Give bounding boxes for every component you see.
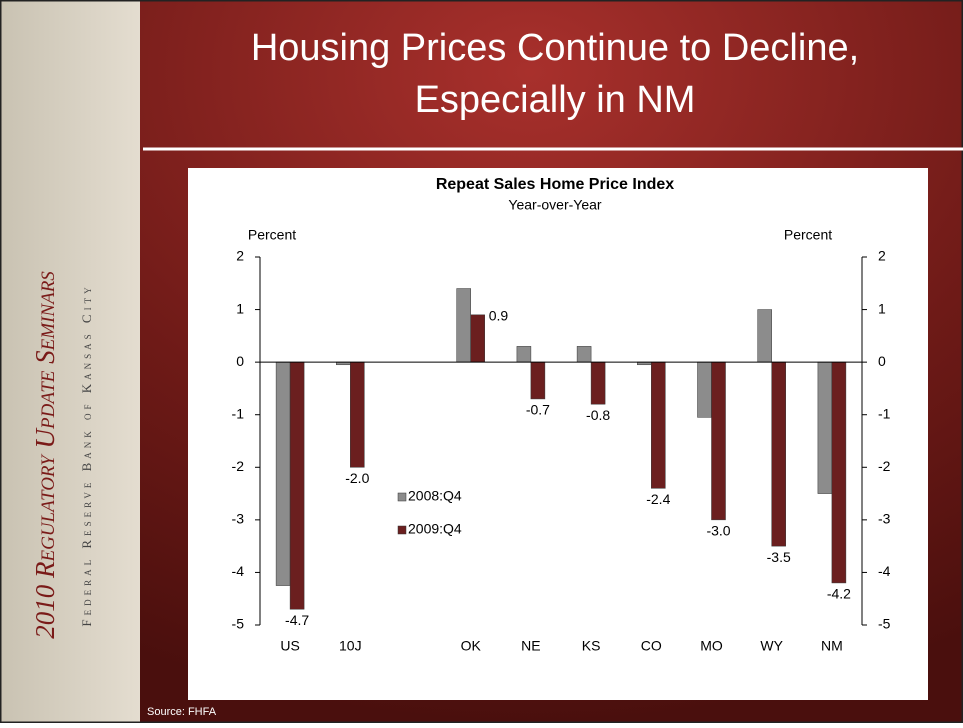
sidebar-subtitle: Federal Reserve Bank of Kansas City (79, 283, 94, 626)
legend-swatch (398, 526, 406, 534)
bar (531, 362, 545, 399)
bar (350, 362, 364, 467)
chart-title: Repeat Sales Home Price Index (436, 176, 674, 193)
x-tick-label: NM (821, 638, 843, 654)
bar (698, 362, 712, 417)
value-label: -2.4 (646, 491, 670, 507)
y2-tick-label: 0 (878, 353, 886, 369)
y-tick-label: -4 (232, 563, 245, 579)
x-tick-label: NE (521, 638, 540, 654)
value-label: -3.0 (706, 523, 730, 539)
bar (517, 346, 531, 362)
y2-tick-label: -1 (878, 405, 891, 421)
slide-title: Especially in NM (415, 79, 696, 121)
sidebar (0, 0, 140, 723)
x-tick-label: CO (641, 638, 662, 654)
value-label: -4.7 (285, 612, 309, 628)
y2-tick-label: -2 (878, 458, 891, 474)
bar (471, 315, 485, 362)
legend-swatch (398, 493, 406, 501)
bar (290, 362, 304, 609)
bar (758, 310, 772, 363)
value-label: 0.9 (489, 308, 509, 324)
y2-tick-label: -4 (878, 563, 891, 579)
x-tick-label: US (280, 638, 299, 654)
slide-title: Housing Prices Continue to Decline, (251, 27, 859, 69)
y-tick-label: 0 (236, 353, 244, 369)
value-label: -2.0 (345, 470, 369, 486)
source: Source: FHFA (147, 706, 217, 718)
slide: 2010 Regulatory Update Seminars Federal … (0, 0, 963, 723)
x-tick-label: OK (461, 638, 482, 654)
value-label: -0.8 (586, 407, 610, 423)
bar (577, 346, 591, 362)
y-tick-label: 1 (236, 300, 244, 316)
value-label: -0.7 (526, 402, 550, 418)
bar (591, 362, 605, 404)
y-axis-label: Percent (248, 227, 296, 243)
bar (818, 362, 832, 493)
x-tick-label: KS (582, 638, 601, 654)
x-tick-label: WY (760, 638, 783, 654)
chart-subtitle: Year-over-Year (508, 197, 601, 213)
value-label: -4.2 (827, 586, 851, 602)
y-tick-label: -2 (232, 458, 245, 474)
value-label: -3.5 (767, 549, 791, 565)
bar (772, 362, 786, 546)
x-tick-label: MO (700, 638, 723, 654)
y-tick-label: -3 (232, 511, 245, 527)
bar (651, 362, 665, 488)
bar (832, 362, 846, 583)
y-tick-label: 2 (236, 248, 244, 264)
y-tick-label: -1 (232, 405, 245, 421)
y-tick-label: -5 (232, 616, 245, 632)
y2-tick-label: 2 (878, 248, 886, 264)
bar (276, 362, 290, 585)
y2-tick-label: -3 (878, 511, 891, 527)
y2-tick-label: -5 (878, 616, 891, 632)
legend-label: 2008:Q4 (408, 488, 462, 504)
sidebar-title: 2010 Regulatory Update Seminars (30, 271, 60, 639)
bar (712, 362, 726, 520)
y2-tick-label: 1 (878, 300, 886, 316)
x-tick-label: 10J (339, 638, 362, 654)
y2-axis-label: Percent (784, 227, 832, 243)
bar (457, 289, 471, 363)
legend-label: 2009:Q4 (408, 521, 462, 537)
